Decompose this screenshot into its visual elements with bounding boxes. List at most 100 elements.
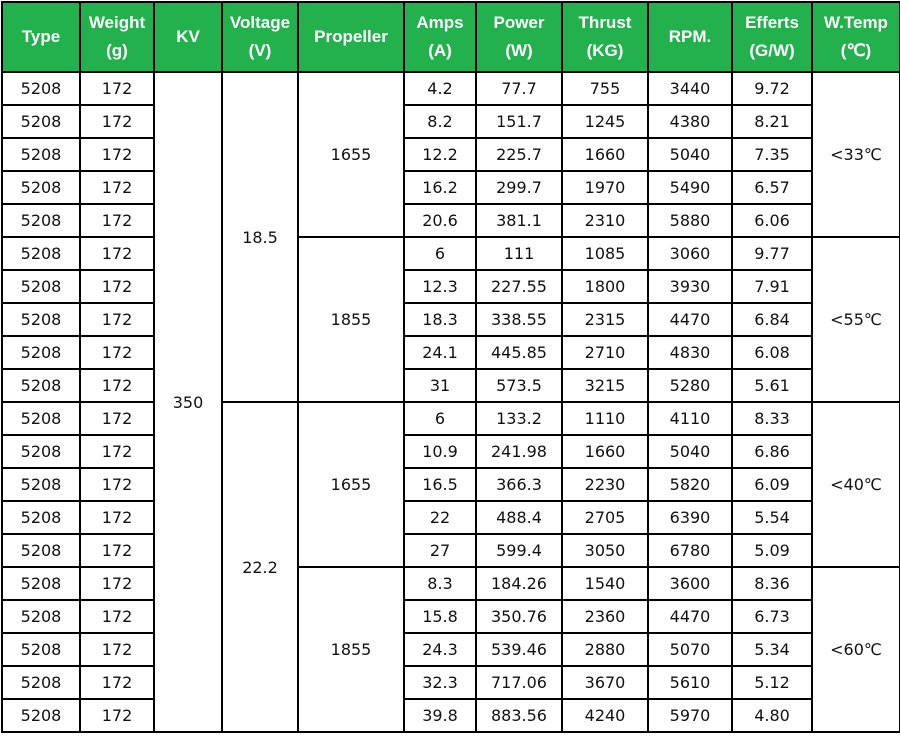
cell: 5208: [1, 566, 81, 601]
cell: 381.1: [475, 203, 563, 238]
cell: 5208: [1, 236, 81, 271]
header-cell: Weight (g): [79, 1, 155, 73]
cell: 3670: [561, 665, 649, 700]
cell: 15.8: [403, 599, 477, 634]
cell: 12.2: [403, 137, 477, 172]
cell: 539.46: [475, 632, 563, 667]
cell: 22.2: [221, 401, 299, 733]
cell: 445.85: [475, 335, 563, 370]
cell: 77.7: [475, 71, 563, 106]
cell: 9.72: [731, 71, 813, 106]
data-row: 5208 172 24.1 445.85 2710 4830 6.08: [1, 335, 900, 370]
cell: 227.55: [475, 269, 563, 304]
cell: 5208: [1, 104, 81, 139]
cell: 241.98: [475, 434, 563, 469]
cell: 39.8: [403, 698, 477, 733]
cell: 5880: [647, 203, 733, 238]
cell: 3600: [647, 566, 733, 601]
cell: 5208: [1, 698, 81, 733]
cell: 2880: [561, 632, 649, 667]
cell: 5.61: [731, 368, 813, 403]
cell: 1110: [561, 401, 649, 436]
cell: 5970: [647, 698, 733, 733]
cell: 5280: [647, 368, 733, 403]
data-row: 5208 172 16.2 299.7 1970 5490 6.57: [1, 170, 900, 205]
header-cell: Power (W): [475, 1, 563, 73]
cell: 225.7: [475, 137, 563, 172]
cell: 5208: [1, 335, 81, 370]
cell: 8.3: [403, 566, 477, 601]
header-text: (A): [428, 41, 452, 60]
header-text: (V): [248, 41, 272, 60]
cell: 172: [79, 434, 155, 469]
cell: 172: [79, 203, 155, 238]
cell: 5208: [1, 467, 81, 502]
header-text: Propeller: [314, 27, 388, 46]
cell: 488.4: [475, 500, 563, 535]
header-cell: Efferts (G/W): [731, 1, 813, 73]
header-text: (℃): [840, 41, 872, 60]
header-row: Type Weight (g) KV Voltage (V) Propeller Amps (A…: [1, 1, 900, 73]
header-text: Type: [21, 27, 61, 46]
cell: 4470: [647, 599, 733, 634]
cell: 6.84: [731, 302, 813, 337]
cell: 1245: [561, 104, 649, 139]
header-text: KV: [176, 27, 200, 46]
cell: 573.5: [475, 368, 563, 403]
cell: 172: [79, 170, 155, 205]
cell: 4470: [647, 302, 733, 337]
cell: 717.06: [475, 665, 563, 700]
cell: 20.6: [403, 203, 477, 238]
header-text: Efferts: [745, 13, 799, 32]
cell: 2710: [561, 335, 649, 370]
cell: 172: [79, 236, 155, 271]
cell: 2705: [561, 500, 649, 535]
header-cell: Voltage (V): [221, 1, 299, 73]
cell: 1970: [561, 170, 649, 205]
data-row: 5208 172 32.3 717.06 3670 5610 5.12: [1, 665, 900, 700]
cell: 3050: [561, 533, 649, 568]
cell: 24.1: [403, 335, 477, 370]
cell: 3060: [647, 236, 733, 271]
header-text: (W): [505, 41, 533, 60]
cell: 4.2: [403, 71, 477, 106]
header-text: (g): [106, 41, 128, 60]
cell: 8.36: [731, 566, 813, 601]
cell: 7.91: [731, 269, 813, 304]
data-row: 5208 172 20.6 381.1 2310 5880 6.06: [1, 203, 900, 238]
data-row: 5208 172 16.5 366.3 2230 5820 6.09: [1, 467, 900, 502]
cell: 5208: [1, 302, 81, 337]
cell: 5208: [1, 137, 81, 172]
header-cell: Amps (A): [403, 1, 477, 73]
data-row: 5208 172 27 599.4 3050 6780 5.09: [1, 533, 900, 568]
cell: 1655: [297, 71, 405, 238]
cell: 3930: [647, 269, 733, 304]
cell: 2360: [561, 599, 649, 634]
data-row: 5208 172 24.3 539.46 2880 5070 5.34: [1, 632, 900, 667]
cell: 1660: [561, 434, 649, 469]
header-text: (KG): [586, 41, 624, 60]
cell: 6.06: [731, 203, 813, 238]
cell: 3215: [561, 368, 649, 403]
cell: 16.5: [403, 467, 477, 502]
cell: 5208: [1, 71, 81, 106]
cell: 5208: [1, 500, 81, 535]
cell: 1800: [561, 269, 649, 304]
cell: 5208: [1, 203, 81, 238]
cell: 6.08: [731, 335, 813, 370]
cell: 5820: [647, 467, 733, 502]
cell: 883.56: [475, 698, 563, 733]
cell: 5070: [647, 632, 733, 667]
cell: 10.9: [403, 434, 477, 469]
data-row: 5208 172 350 18.5 1655 4.2 77.7 755 3440 9.72 <33℃: [1, 71, 900, 733]
cell: 2315: [561, 302, 649, 337]
cell: 755: [561, 71, 649, 106]
cell: <60℃: [811, 566, 900, 733]
header-text: (G/W): [749, 41, 795, 60]
cell: 6.73: [731, 599, 813, 634]
cell: 133.2: [475, 401, 563, 436]
cell: 4380: [647, 104, 733, 139]
cell: 366.3: [475, 467, 563, 502]
cell: 5208: [1, 632, 81, 667]
cell: 5208: [1, 533, 81, 568]
